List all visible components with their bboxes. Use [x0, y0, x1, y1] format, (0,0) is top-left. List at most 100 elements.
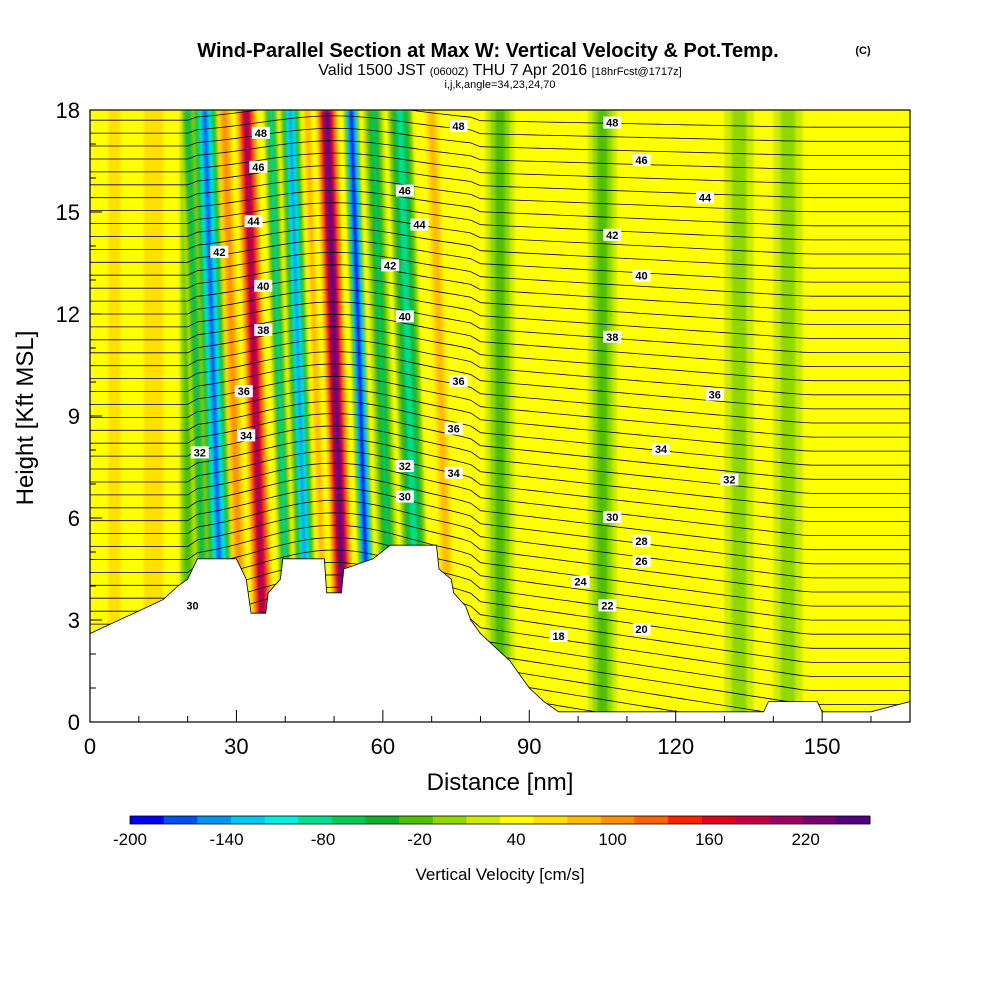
contour-label-text: 44 [247, 216, 260, 228]
y-tick-label: 6 [68, 506, 80, 531]
colorbar-swatch [298, 816, 333, 824]
theta-contour-label: 36 [234, 385, 253, 398]
contour-label-box [249, 160, 268, 173]
theta-contour-line [90, 425, 910, 494]
theta-contour-label: 26 [632, 555, 651, 568]
contour-label-text: 24 [574, 577, 587, 589]
contour-label-text: 30 [186, 600, 198, 612]
contour-label-box [449, 120, 468, 132]
theta-contour-label: 18 [549, 630, 568, 643]
colorbar-swatch [264, 816, 299, 824]
y-tick-label: 12 [56, 302, 80, 327]
contour-label-box [244, 215, 263, 228]
theta-contour-line [90, 264, 910, 311]
theta-contour-label: 36 [449, 375, 468, 388]
theta-contour-line [90, 289, 910, 339]
contour-label-text: 42 [606, 230, 618, 242]
theta-contour-label: 30 [183, 599, 202, 612]
colorbar-tick-label: -80 [311, 830, 336, 849]
x-tick-label: 30 [224, 734, 248, 759]
theta-contour-line [90, 301, 910, 353]
valid-date: THU 7 Apr 2016 [472, 62, 587, 79]
colorbar-tick-label: 160 [695, 830, 723, 849]
x-tick-label: 0 [84, 734, 96, 759]
theta-contour-line [90, 127, 910, 156]
contour-label-text: 36 [238, 386, 250, 398]
theta-contour-line [90, 375, 910, 438]
contour-label-box [720, 473, 739, 486]
contour-label-box [381, 259, 400, 272]
theta-contour-line [90, 110, 910, 128]
theta-contour-line [90, 227, 910, 269]
colorbar-swatch [836, 816, 871, 824]
velocity-band [143, 110, 164, 722]
contour-label-text: 46 [399, 186, 411, 198]
y-tick-label: 18 [56, 98, 80, 123]
colorbar-tick-label: 100 [598, 830, 626, 849]
x-tick-label: 90 [517, 734, 541, 759]
contour-label-box [632, 555, 651, 568]
theta-contour-label: 42 [210, 245, 229, 259]
contour-label-box [632, 154, 651, 166]
terrain [90, 544, 910, 722]
valid-time-utc: (0600Z) [430, 66, 469, 78]
contour-label-text: 36 [452, 376, 464, 388]
contour-label-text: 36 [448, 424, 460, 436]
valid-time-line: Valid 1500 JST (0600Z) THU 7 Apr 2016 [1… [318, 62, 681, 79]
contour-label-box [410, 218, 429, 231]
colorbar-swatch [500, 816, 535, 824]
contour-label-text: 46 [635, 155, 647, 167]
colorbar-swatch [466, 816, 501, 824]
theta-contour-label: 48 [603, 116, 622, 130]
theta-contour-line [90, 202, 910, 241]
contour-label-text: 48 [452, 121, 464, 133]
theta-contour-label: 36 [444, 422, 463, 436]
theta-contour-label: 40 [254, 279, 273, 293]
x-tick-label: 120 [657, 734, 694, 759]
velocity-band [597, 110, 608, 722]
colorbar-swatch [197, 816, 232, 824]
contour-label-text: 40 [257, 281, 269, 293]
colorbar-swatch [230, 816, 266, 824]
contour-label-box [210, 245, 229, 258]
contour-label-box [183, 599, 202, 612]
theta-contour-line [90, 326, 910, 382]
contour-label-box [603, 330, 622, 343]
chart-title: Wind-Parallel Section at Max W: Vertical… [197, 40, 778, 62]
colorbar [129, 815, 871, 825]
velocity-band [428, 110, 455, 722]
copyright-mark: (C) [855, 45, 871, 57]
colorbar-swatch [365, 816, 400, 824]
theta-contour-label: 34 [237, 429, 256, 442]
contour-label-box [444, 422, 463, 435]
section-params: i,j,k,angle=34,23,24,70 [444, 79, 555, 91]
colorbar-swatch [331, 816, 366, 824]
contour-label-box [234, 385, 253, 398]
contour-label-box [603, 228, 622, 241]
contour-label-box [190, 446, 209, 459]
colorbar-label: Vertical Velocity [cm/s] [415, 865, 584, 884]
y-tick-label: 0 [68, 710, 80, 735]
theta-contour-label: 44 [696, 191, 714, 204]
theta-contour-label: 22 [598, 599, 617, 612]
theta-contour-line [90, 251, 910, 297]
colorbar-swatch [600, 816, 636, 824]
theta-contour-line [90, 165, 910, 199]
contour-label-text: 34 [240, 430, 253, 442]
theta-contour-line [90, 140, 910, 170]
theta-contour-line [90, 313, 910, 367]
colorbar-swatch [130, 816, 165, 824]
colorbar-swatch [432, 816, 467, 824]
theta-contour-line [90, 524, 910, 607]
colorbar-tick-label: 220 [791, 830, 819, 849]
contour-label-text: 28 [635, 536, 647, 548]
contour-label-text: 48 [255, 128, 267, 140]
contour-label-box [237, 429, 256, 442]
y-tick-label: 3 [68, 608, 80, 633]
theta-contour-line [90, 475, 910, 551]
theta-contour-label: 40 [395, 310, 414, 323]
theta-contour-line [90, 499, 910, 579]
theta-contour-label: 34 [652, 443, 671, 456]
contour-label-text: 26 [635, 556, 647, 568]
